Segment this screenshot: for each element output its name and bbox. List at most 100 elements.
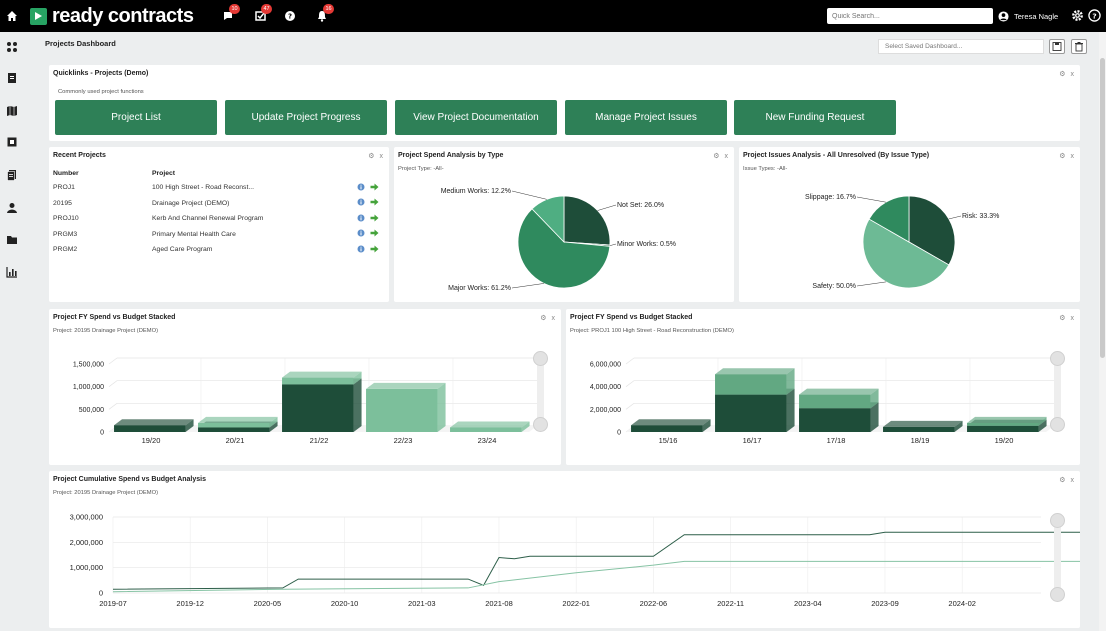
help-icon[interactable]: ? [284,9,298,23]
close-icon[interactable]: x [1070,70,1075,78]
manage-project-issues-button[interactable]: Manage Project Issues [565,100,727,135]
new-funding-request-button[interactable]: New Funding Request [734,100,896,135]
pie-slice[interactable] [862,218,950,289]
go-arrow-icon[interactable] [370,183,379,191]
y-tick-label: 1,500,000 [73,362,104,369]
bar[interactable] [631,419,711,432]
bar[interactable] [883,420,963,432]
pie-slice[interactable] [868,195,910,243]
pie-slice[interactable] [531,195,565,243]
bell-icon[interactable]: 16 [316,4,334,23]
bar[interactable] [715,388,795,432]
documents-icon[interactable] [6,169,18,181]
bar[interactable] [450,421,530,432]
zoom-slider[interactable] [533,351,548,432]
close-icon[interactable]: x [379,152,384,160]
user-menu[interactable]: Teresa Nagle [998,8,1058,24]
series-line[interactable] [112,531,1080,590]
project-name[interactable]: Drainage Project (DEMO) [152,199,230,207]
gear-icon[interactable]: ⚙ [368,153,375,160]
quick-search-input[interactable] [827,8,993,24]
go-arrow-icon[interactable] [370,229,379,237]
go-arrow-icon[interactable] [370,198,379,206]
x-tick-label: 20/21 [226,436,245,445]
bar[interactable] [967,416,1047,426]
project-list-button[interactable]: Project List [55,100,217,135]
svg-text:?: ? [288,13,292,21]
map-icon[interactable] [6,105,18,117]
bar[interactable] [715,368,795,395]
bar[interactable] [282,371,362,385]
project-number[interactable]: 20195 [53,199,72,207]
pie-slice[interactable] [563,195,611,246]
info-icon[interactable] [357,214,365,222]
bar[interactable] [366,382,446,432]
gear-icon[interactable]: ⚙ [1059,71,1066,78]
info-icon[interactable] [357,245,365,253]
info-icon[interactable] [357,198,365,206]
go-arrow-icon[interactable] [370,245,379,253]
close-icon[interactable]: x [1070,152,1075,160]
save-dashboard-button[interactable] [1049,39,1065,54]
close-icon[interactable]: x [551,314,556,322]
folder-icon[interactable] [6,234,18,246]
slider-handle-bottom[interactable] [533,417,548,432]
slider-handle-top[interactable] [533,351,548,366]
dashboard-icon[interactable] [6,41,18,53]
project-number[interactable]: PROJ10 [53,215,79,223]
gear-icon[interactable]: ⚙ [540,315,547,322]
info-icon[interactable] [357,183,365,191]
slider-handle-top[interactable] [1050,351,1065,366]
clipboard-icon[interactable] [6,72,18,84]
gear-icon[interactable]: ⚙ [1059,153,1066,160]
slider-handle-bottom[interactable] [1050,587,1065,602]
table-row[interactable]: PRGM3 Primary Mental Health Care [53,227,383,243]
y-tick-label: 3,000,000 [70,513,103,522]
help-circle-icon[interactable]: ? [1088,9,1101,22]
table-row[interactable]: PRGM2 Aged Care Program [53,242,383,258]
project-name[interactable]: Primary Mental Health Care [152,230,236,238]
tasks-icon[interactable]: 47 [254,4,272,23]
project-number[interactable]: PROJ1 [53,184,75,192]
project-number[interactable]: PRGM2 [53,246,78,254]
update-project-progress-button[interactable]: Update Project Progress [225,100,387,135]
delete-dashboard-button[interactable] [1071,39,1087,54]
zoom-slider[interactable] [1050,513,1065,602]
view-project-documentation-button[interactable]: View Project Documentation [395,100,557,135]
home-icon[interactable] [6,10,18,22]
table-row[interactable]: 20195 Drainage Project (DEMO) [53,196,383,212]
project-number[interactable]: PRGM3 [53,230,78,238]
stop-icon[interactable] [6,136,18,148]
slider-handle-top[interactable] [1050,513,1065,528]
bar[interactable] [799,388,879,409]
user-icon[interactable] [6,202,18,214]
pie-data-label: Risk: 33.3% [962,213,999,220]
page-scrollbar[interactable] [1099,32,1106,631]
gear-icon[interactable]: ⚙ [1059,315,1066,322]
scrollbar-thumb[interactable] [1100,58,1105,358]
info-icon[interactable] [357,229,365,237]
table-row[interactable]: PROJ10 Kerb And Channel Renewal Program [53,211,383,227]
chat-icon[interactable]: 10 [222,4,240,23]
project-name[interactable]: 100 High Street - Road Reconst... [152,184,255,192]
zoom-slider[interactable] [1050,351,1065,432]
slider-handle-bottom[interactable] [1050,417,1065,432]
project-name[interactable]: Aged Care Program [152,246,213,254]
bar[interactable] [114,419,194,432]
settings-gear-icon[interactable] [1071,9,1084,22]
chart-icon[interactable] [6,266,18,278]
close-icon[interactable]: x [1070,314,1075,322]
pie-slice[interactable] [517,208,611,289]
saved-dashboard-select[interactable]: Select Saved Dashboard... [878,39,1044,54]
bar[interactable] [198,416,278,428]
gear-icon[interactable]: ⚙ [713,153,720,160]
table-row[interactable]: PROJ1 100 High Street - Road Reconst... [53,180,383,196]
close-icon[interactable]: x [724,152,729,160]
close-icon[interactable]: x [1070,476,1075,484]
logo[interactable]: ready contracts [30,4,194,28]
gear-icon[interactable]: ⚙ [1059,477,1066,484]
project-name[interactable]: Kerb And Channel Renewal Program [152,215,264,223]
bar[interactable] [282,378,362,432]
go-arrow-icon[interactable] [370,214,379,222]
series-line[interactable] [112,560,1080,593]
